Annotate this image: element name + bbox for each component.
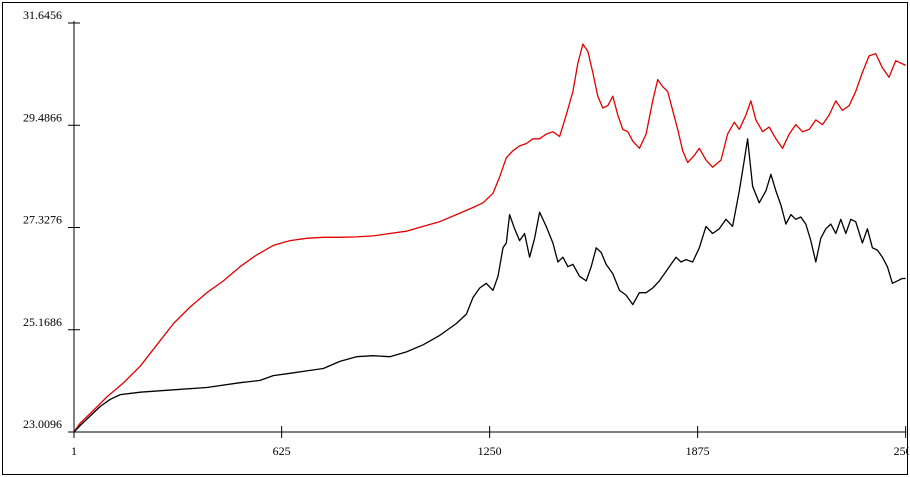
- axes: [73, 21, 906, 433]
- x-tick-label: 1875: [686, 444, 710, 458]
- line-chart: 23.0096 25.1686 27.3276 29.4866 31.6456 1 625…: [23, 8, 909, 458]
- y-ticks: 23.0096 25.1686 27.3276 29.4866 31.6456: [23, 8, 80, 433]
- y-tick-label: 31.6456: [23, 8, 62, 22]
- x-tick-label: 1: [71, 444, 77, 458]
- x-tick-label: 625: [273, 444, 291, 458]
- y-tick-label: 25.1686: [23, 315, 62, 329]
- series-layer: [73, 43, 906, 433]
- series-line-2: [73, 138, 906, 433]
- x-tick-label: 2500: [894, 444, 909, 458]
- series-line-1: [73, 43, 906, 433]
- y-tick-label: 23.0096: [23, 417, 62, 431]
- y-tick-label: 27.3276: [23, 213, 62, 227]
- x-tick-label: 1250: [478, 444, 502, 458]
- x-ticks: 1 625 1250 1875 2500: [71, 426, 909, 458]
- y-tick-label: 29.4866: [23, 110, 62, 124]
